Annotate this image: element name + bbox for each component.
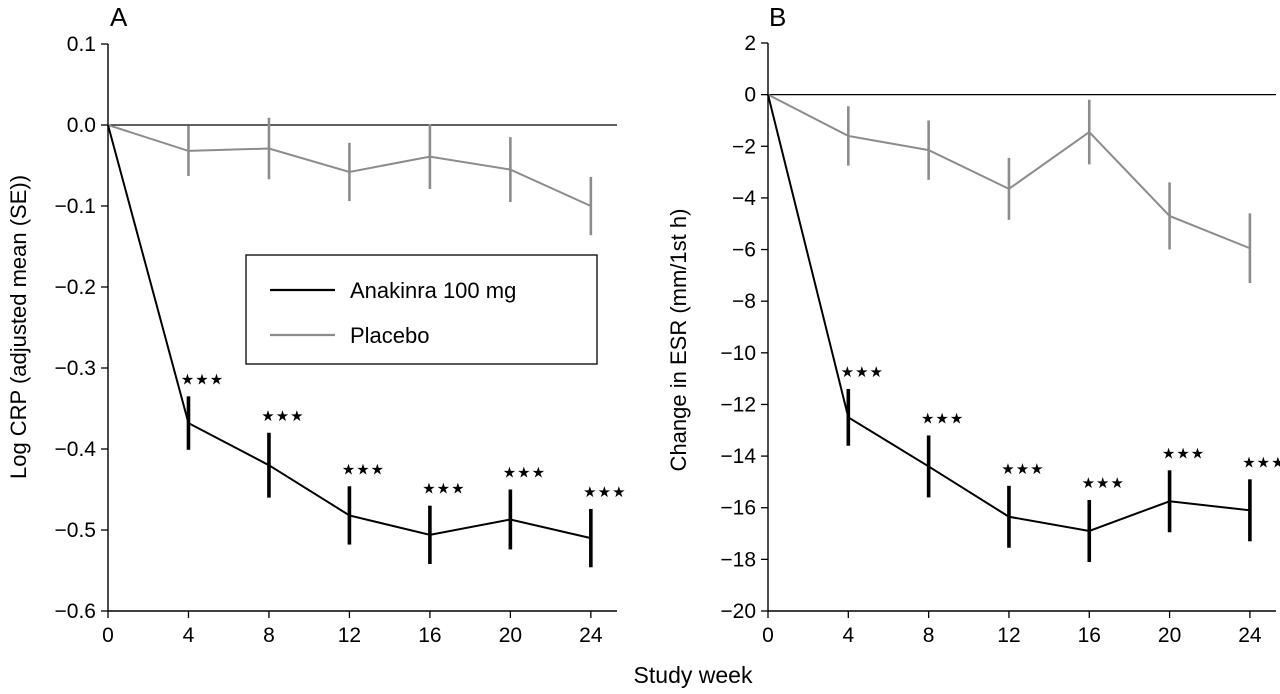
- y-tick-label-b: 2: [744, 32, 756, 55]
- x-axis-label: Study week: [634, 662, 753, 688]
- y-tick-label-a: −0.3: [55, 357, 96, 380]
- y-tick-label-b: −6: [732, 239, 756, 262]
- significance-marker-b: ★★★: [1162, 445, 1205, 462]
- y-tick-label-a: −0.5: [55, 519, 96, 542]
- significance-marker-a: ★★★: [342, 461, 385, 478]
- legend-label-placebo: Placebo: [350, 323, 430, 348]
- panel-label-b: B: [769, 2, 786, 32]
- significance-marker-b: ★★★: [1242, 454, 1280, 471]
- panel-a: A Log CRP (adjusted mean (SE)) 0.1 0.0 −0.…: [6, 2, 626, 647]
- x-tick-label-b: 0: [762, 624, 774, 647]
- x-tick-label-a: 8: [263, 624, 275, 647]
- x-tick-label-b: 12: [997, 624, 1020, 647]
- x-tick-label-b: 24: [1238, 624, 1262, 647]
- x-tick-label-a: 12: [338, 624, 361, 647]
- significance-marker-b: ★★★: [1082, 475, 1125, 492]
- y-tick-label-b: −16: [720, 497, 756, 520]
- y-tick-label-b: −4: [732, 187, 756, 210]
- y-tick-label-b: −12: [720, 393, 756, 416]
- y-axis-label-a: Log CRP (adjusted mean (SE)): [6, 175, 31, 479]
- y-tick-label-b: −14: [720, 445, 756, 468]
- y-tick-label-a: 0.0: [67, 114, 96, 137]
- significance-marker-b: ★★★: [1001, 461, 1044, 478]
- significance-marker-b: ★★★: [841, 364, 884, 381]
- significance-marker-b: ★★★: [921, 410, 964, 427]
- legend-label-anakinra: Anakinra 100 mg: [350, 278, 516, 303]
- x-tick-label-a: 4: [183, 624, 195, 647]
- y-tick-label-b: −20: [720, 600, 756, 623]
- y-tick-label-a: −0.1: [55, 195, 96, 218]
- y-tick-label-b: −8: [732, 290, 756, 313]
- x-tick-label-a: 20: [499, 624, 522, 647]
- legend: Anakinra 100 mg Placebo: [245, 254, 598, 365]
- y-tick-label-a: −0.2: [55, 276, 96, 299]
- y-tick-label-b: −2: [732, 135, 756, 158]
- x-tick-label-b: 16: [1078, 624, 1101, 647]
- y-tick-label-b: −10: [720, 342, 756, 365]
- x-tick-label-b: 8: [923, 624, 935, 647]
- significance-marker-a: ★★★: [583, 484, 626, 501]
- y-tick-label-b: −18: [720, 548, 756, 571]
- y-tick-label-a: −0.6: [55, 600, 96, 623]
- y-tick-label-a: −0.4: [55, 438, 97, 461]
- significance-marker-a: ★★★: [422, 481, 465, 498]
- y-tick-label-a: 0.1: [67, 33, 96, 56]
- x-tick-label-a: 24: [579, 624, 603, 647]
- significance-marker-a: ★★★: [503, 465, 546, 482]
- significance-marker-a: ★★★: [261, 408, 304, 425]
- y-tick-label-b: 0: [744, 84, 756, 107]
- x-tick-label-b: 20: [1158, 624, 1181, 647]
- x-tick-label-a: 16: [418, 624, 441, 647]
- x-tick-label-b: 4: [842, 624, 854, 647]
- panel-b: B Change in ESR (mm/1st h) 20−2−4−6−8−10…: [666, 2, 1280, 647]
- x-tick-label-a: 0: [102, 624, 114, 647]
- panel-label-a: A: [110, 2, 128, 32]
- significance-marker-a: ★★★: [181, 371, 224, 388]
- y-axis-label-b: Change in ESR (mm/1st h): [666, 209, 691, 472]
- legend-box: [245, 254, 598, 365]
